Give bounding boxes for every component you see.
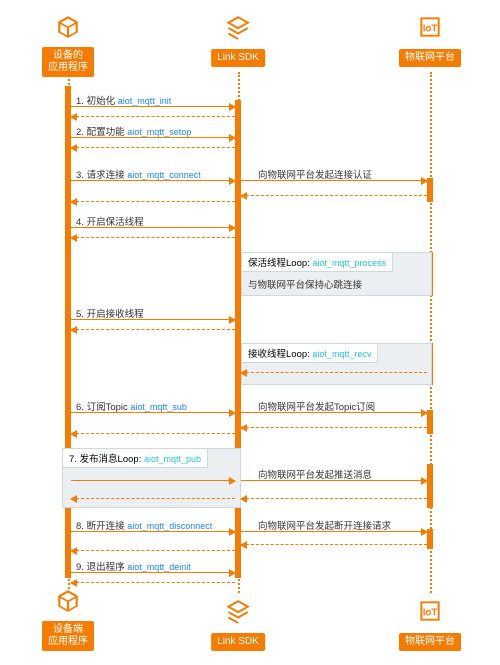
arrow-s6-iot-req	[241, 412, 427, 413]
arrow-s3-req	[71, 180, 235, 181]
participant-label: 设备的 应用程序	[42, 47, 94, 77]
arrow-s8-req	[71, 531, 235, 532]
arrow-s6-ret	[71, 433, 235, 434]
participant-device-top: 设备的 应用程序	[42, 14, 94, 77]
stack-icon	[211, 598, 265, 629]
arrow-s5-req	[71, 319, 235, 320]
frag1-row-b: 与物联网平台保持心跳连接	[248, 277, 362, 291]
arrow-s3-iot-ret	[241, 195, 427, 196]
frag3-iot-label: 向物联网平台发起推送消息	[258, 467, 372, 481]
arrow-s3-iot-req	[241, 180, 427, 181]
arrow-s3-ret	[71, 201, 235, 202]
step-4-label: 4. 开启保活线程	[76, 214, 144, 228]
participant-sdk-top: Link SDK	[211, 14, 265, 67]
arrow-s4-ret	[71, 237, 235, 238]
arrow-frag3-iot-req	[241, 480, 427, 481]
participant-label: 物联网平台	[399, 633, 461, 651]
arrow-s2-ret	[71, 147, 235, 148]
step-8-label: 8. 断开连接 aiot_mqtt_disconnect	[76, 518, 212, 532]
loop-keepalive: 保活线程Loop: aiot_mqtt_process 与物联网平台保持心跳连接	[241, 252, 432, 296]
step-3-iot-label: 向物联网平台发起连接认证	[258, 167, 372, 181]
arrow-s5-ret	[71, 329, 235, 330]
participant-device-bottom: 设备端 应用程序	[42, 588, 94, 651]
arrow-s8-iot-req	[241, 531, 427, 532]
participant-sdk-bottom: Link SDK	[211, 598, 265, 651]
participant-label: Link SDK	[211, 49, 265, 67]
arrow-s4-req	[71, 227, 235, 228]
participant-label: 物联网平台	[399, 49, 461, 67]
cube-icon	[42, 14, 94, 45]
arrow-s9-req	[71, 572, 235, 573]
svg-text:IoT: IoT	[423, 607, 438, 618]
arrow-s6-req	[71, 412, 235, 413]
step-5-label: 5. 开启接收线程	[76, 306, 144, 320]
step-1-label: 1. 初始化 aiot_mqtt_init	[76, 93, 171, 107]
loop-recv: 接收线程Loop: aiot_mqtt_recv	[241, 343, 432, 385]
arrow-s9-ret	[71, 582, 235, 583]
arrow-frag3-ret	[71, 498, 235, 499]
step-6-label: 6. 订阅Topic aiot_mqtt_sub	[76, 399, 187, 413]
step-6-iot-label: 向物联网平台发起Topic订阅	[258, 399, 375, 413]
participant-iot-bottom: IoT 物联网平台	[399, 598, 461, 651]
activation-iot-5	[427, 464, 433, 508]
arrow-frag2-ret	[241, 372, 427, 373]
step-8-iot-label: 向物联网平台发起断开连接请求	[258, 518, 391, 532]
step-2-label: 2. 配置功能 aiot_mqtt_setop	[76, 124, 191, 138]
arrow-frag3-req	[71, 480, 235, 481]
iot-icon: IoT	[399, 14, 461, 45]
arrow-s2-req	[71, 137, 235, 138]
iot-icon: IoT	[399, 598, 461, 629]
arrow-s8-iot-ret	[241, 544, 427, 545]
arrow-frag3-iot-ret	[241, 498, 427, 499]
step-3-label: 3. 请求连接 aiot_mqtt_connect	[76, 167, 201, 181]
participant-iot-top: IoT 物联网平台	[399, 14, 461, 67]
step-9-label: 9. 退出程序 aiot_mqtt_deinit	[76, 559, 191, 573]
participant-label: Link SDK	[211, 633, 265, 651]
loop-publish: 7. 发布消息Loop: aiot_mqtt_pub	[62, 448, 241, 508]
sequence-diagram: 设备的 应用程序 Link SDK IoT 物联网平台 1. 初始化 aiot_…	[0, 0, 500, 665]
cube-icon	[42, 588, 94, 619]
svg-text:IoT: IoT	[423, 23, 438, 34]
arrow-s8-ret	[71, 550, 235, 551]
stack-icon	[211, 14, 265, 45]
arrow-s1-req	[71, 106, 235, 107]
arrow-s1-ret	[71, 116, 235, 117]
lifeline-iot	[430, 72, 432, 593]
participant-label: 设备端 应用程序	[42, 621, 94, 651]
arrow-s6-iot-ret	[241, 427, 427, 428]
